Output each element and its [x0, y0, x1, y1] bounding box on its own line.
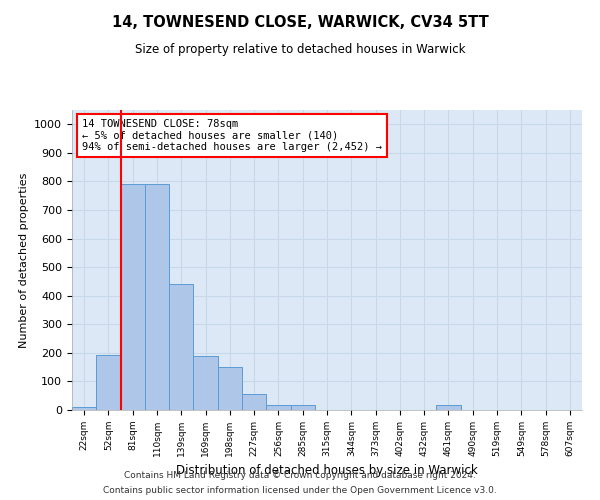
Text: 14, TOWNESEND CLOSE, WARWICK, CV34 5TT: 14, TOWNESEND CLOSE, WARWICK, CV34 5TT: [112, 15, 488, 30]
Y-axis label: Number of detached properties: Number of detached properties: [19, 172, 29, 348]
Bar: [121, 184, 145, 410]
Bar: [218, 367, 242, 410]
Text: Contains public sector information licensed under the Open Government Licence v3: Contains public sector information licen…: [103, 486, 497, 495]
Bar: [193, 356, 218, 410]
Bar: [242, 394, 266, 410]
Bar: [266, 405, 290, 410]
Bar: [436, 405, 461, 410]
Text: 14 TOWNESEND CLOSE: 78sqm
← 5% of detached houses are smaller (140)
94% of semi-: 14 TOWNESEND CLOSE: 78sqm ← 5% of detach…: [82, 119, 382, 152]
Text: Size of property relative to detached houses in Warwick: Size of property relative to detached ho…: [135, 42, 465, 56]
Bar: [290, 405, 315, 410]
Bar: [169, 284, 193, 410]
Bar: [145, 184, 169, 410]
X-axis label: Distribution of detached houses by size in Warwick: Distribution of detached houses by size …: [176, 464, 478, 477]
Bar: [96, 355, 121, 410]
Text: Contains HM Land Registry data © Crown copyright and database right 2024.: Contains HM Land Registry data © Crown c…: [124, 471, 476, 480]
Bar: [72, 407, 96, 410]
